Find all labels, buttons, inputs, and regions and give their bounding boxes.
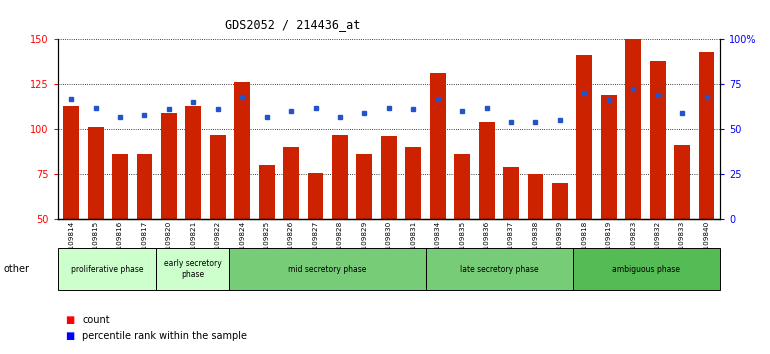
Text: late secretory phase: late secretory phase (460, 264, 538, 274)
Bar (234, 82, 250, 219)
Bar (430, 73, 446, 219)
Bar (357, 154, 373, 219)
Bar (186, 106, 201, 219)
Bar (698, 52, 715, 219)
Bar (136, 154, 152, 219)
Bar (161, 113, 177, 219)
Bar (625, 39, 641, 219)
Bar (156, 248, 229, 290)
Bar (479, 122, 494, 219)
Bar (454, 154, 470, 219)
Text: other: other (4, 264, 30, 274)
Text: early secretory
phase: early secretory phase (164, 259, 222, 279)
Bar (503, 167, 519, 219)
Bar (229, 248, 426, 290)
Bar (210, 135, 226, 219)
Text: ambiguous phase: ambiguous phase (612, 264, 681, 274)
Bar (674, 145, 690, 219)
Bar (552, 183, 567, 219)
Bar (259, 165, 275, 219)
Bar (527, 175, 544, 219)
Text: percentile rank within the sample: percentile rank within the sample (82, 331, 247, 341)
Bar (601, 95, 617, 219)
Bar (307, 172, 323, 219)
Text: proliferative phase: proliferative phase (71, 264, 143, 274)
Bar (426, 248, 573, 290)
Bar (381, 136, 397, 219)
Text: count: count (82, 315, 110, 325)
Bar (58, 248, 156, 290)
Bar (112, 154, 128, 219)
Text: mid secretory phase: mid secretory phase (288, 264, 367, 274)
Bar (88, 127, 104, 219)
Text: GDS2052 / 214436_at: GDS2052 / 214436_at (225, 18, 360, 31)
Bar (63, 106, 79, 219)
Bar (650, 61, 665, 219)
Bar (405, 147, 421, 219)
Bar (283, 147, 299, 219)
Bar (573, 248, 720, 290)
Text: ■: ■ (65, 315, 75, 325)
Bar (332, 135, 348, 219)
Bar (577, 55, 592, 219)
Text: ■: ■ (65, 331, 75, 341)
